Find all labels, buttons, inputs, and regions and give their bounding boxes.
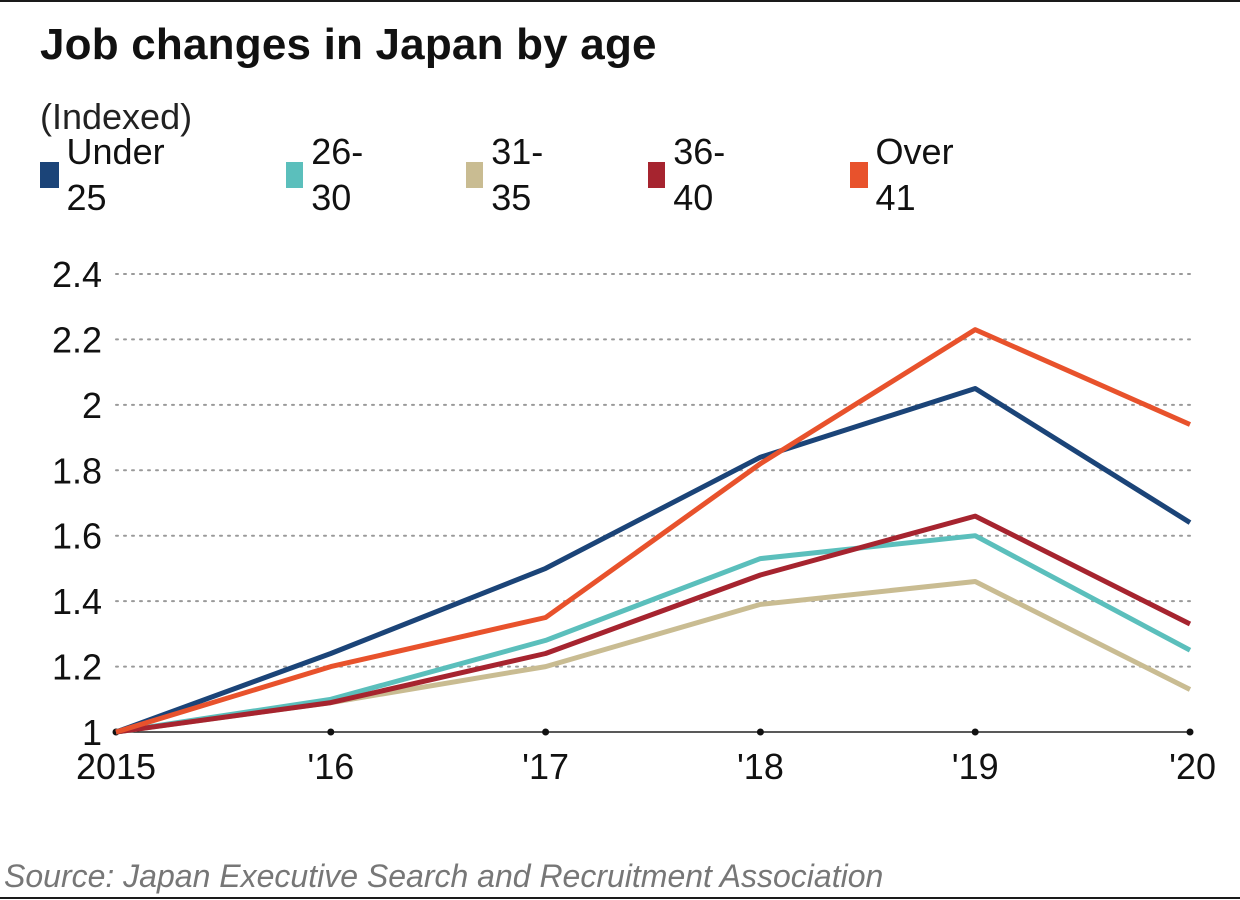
y-tick-label-2.4: 2.4 — [52, 254, 102, 295]
legend-label-under-25: Under 25 — [66, 131, 165, 218]
x-tick-label-0: 2015 — [76, 746, 156, 787]
legend-label-over-41: Over 41 — [875, 131, 954, 218]
chart-subtitle: (Indexed) — [40, 96, 193, 137]
bottom-rule — [0, 897, 1240, 899]
x-axis — [112, 728, 1194, 736]
y-tick-label-2.2: 2.2 — [52, 319, 102, 360]
legend-item-26-30: 26-30 — [286, 131, 372, 218]
x-tick-label-1: '16 — [307, 746, 354, 787]
legend-label-26-30: 26-30 — [311, 131, 364, 218]
line-chart: 1 1.2 1.4 1.6 1.8 2 2.2 2.4 2015 '16 '17 '18 '19 '20 — [52, 254, 1216, 787]
x-tick-label-2: '17 — [522, 746, 569, 787]
x-tick-dot-5 — [1186, 728, 1194, 736]
legend-swatch-over-41 — [850, 162, 868, 188]
x-tick-label-4: '19 — [952, 746, 999, 787]
legend-label-31-35: 31-35 — [491, 131, 544, 218]
series-line-36-40 — [115, 513, 1192, 735]
legend-swatch-under-25 — [40, 162, 59, 188]
legend-item-36-40: 36-40 — [648, 131, 734, 218]
y-tick-label-1.2: 1.2 — [52, 647, 102, 688]
legend-item-under-25: Under 25 — [40, 131, 172, 218]
y-tick-label-1.6: 1.6 — [52, 516, 102, 557]
x-tick-dot-1 — [327, 728, 335, 736]
series-line-26-30 — [115, 533, 1192, 735]
legend-label-36-40: 36-40 — [673, 131, 726, 218]
legend-item-over-41: Over 41 — [850, 131, 962, 218]
series-line-under-25 — [115, 386, 1192, 735]
y-tick-label-1.4: 1.4 — [52, 581, 102, 622]
y-tick-label-1.8: 1.8 — [52, 450, 102, 491]
x-tick-label-3: '18 — [737, 746, 784, 787]
x-tick-dot-4 — [971, 728, 979, 736]
x-tick-labels: 2015 '16 '17 '18 '19 '20 — [76, 746, 1216, 787]
y-tick-label-1: 1 — [82, 712, 102, 753]
x-tick-dot-2 — [542, 728, 550, 736]
series-lines — [115, 327, 1192, 735]
series-line-over-41 — [115, 327, 1192, 735]
legend-item-31-35: 31-35 — [466, 131, 552, 218]
x-tick-dot-3 — [756, 728, 764, 736]
y-tick-labels: 1 1.2 1.4 1.6 1.8 2 2.2 2.4 — [52, 254, 102, 753]
top-rule — [0, 0, 1240, 2]
y-tick-label-2: 2 — [82, 385, 102, 426]
source-note: Source: Japan Executive Search and Recru… — [4, 858, 884, 894]
legend-swatch-31-35 — [466, 162, 484, 188]
chart-title: Job changes in Japan by age — [40, 20, 657, 69]
legend-swatch-26-30 — [286, 162, 304, 188]
legend-swatch-36-40 — [648, 162, 666, 188]
x-tick-label-5: '20 — [1169, 746, 1216, 787]
gridlines — [115, 273, 1191, 668]
